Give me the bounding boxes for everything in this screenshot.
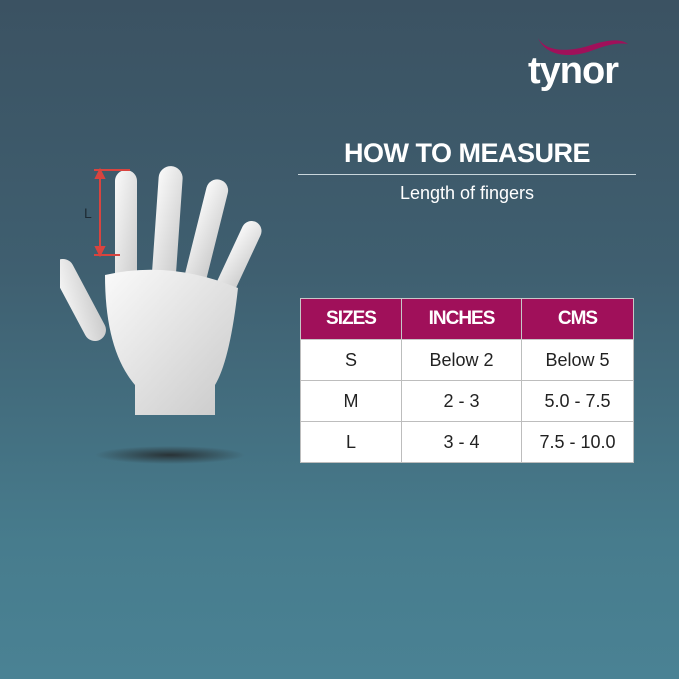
cell-size: M (300, 380, 402, 422)
tynor-logo: tynor (528, 50, 619, 92)
header-sizes: SIZES (300, 298, 402, 340)
cell-cms: 7.5 - 10.0 (521, 421, 634, 463)
page-title: HOW TO MEASURE (343, 138, 591, 168)
measurement-arrow (94, 167, 130, 258)
divider (298, 174, 636, 175)
size-table: SIZES INCHES CMS S Below 2 Below 5 M 2 -… (300, 298, 634, 463)
cell-cms: 5.0 - 7.5 (521, 380, 634, 422)
cell-inches: Below 2 (401, 339, 522, 381)
cell-size: S (300, 339, 402, 381)
cell-inches: 2 - 3 (401, 380, 522, 422)
page-subtitle: Length of fingers (399, 183, 535, 203)
table-header-row: SIZES INCHES CMS (300, 298, 634, 340)
cell-cms: Below 5 (521, 339, 634, 381)
measure-label: L (84, 205, 92, 221)
tynor-logo-swoosh (538, 38, 628, 56)
hand-illustration: L (60, 166, 262, 464)
table-row: S Below 2 Below 5 (300, 339, 634, 381)
table-row: M 2 - 3 5.0 - 7.5 (300, 380, 634, 422)
cell-inches: 3 - 4 (401, 421, 522, 463)
header-inches: INCHES (401, 298, 522, 340)
table-row: L 3 - 4 7.5 - 10.0 (300, 421, 634, 463)
cell-size: L (300, 421, 402, 463)
header-cms: CMS (521, 298, 634, 340)
